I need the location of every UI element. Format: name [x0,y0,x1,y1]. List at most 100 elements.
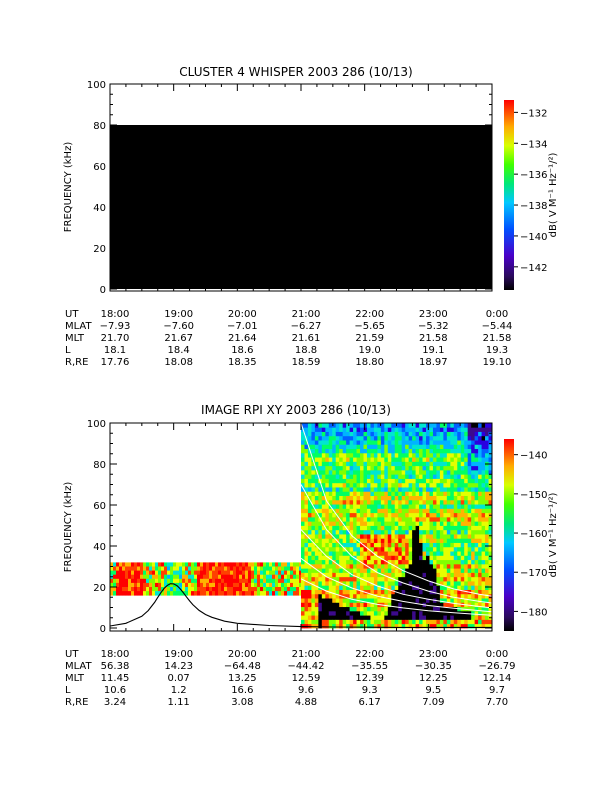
spectrogram-cell [353,525,357,531]
spectrogram-cell [426,538,430,543]
spectrogram-cell [387,529,392,535]
spectrogram-cell [446,623,451,629]
spectrogram-cell [394,623,399,629]
spectrogram-cell [332,465,337,471]
spectrogram-cell [422,606,427,612]
spectrogram-cell [366,576,371,582]
spectrogram-cell [257,591,261,596]
spectrogram-cell [398,474,403,479]
spectrogram-cell [110,591,114,596]
spectrogram-cell [443,615,448,620]
spectrogram-cell [325,619,330,625]
spectrogram-cell [332,576,337,582]
spectrogram-cell [311,538,316,543]
spectrogram-cell [446,516,451,522]
spectrogram-cell [453,478,458,484]
spectrogram-cell [307,568,312,573]
spectrogram-cell [321,568,326,573]
spectrogram-cell [363,469,368,475]
spectrogram-cell [422,529,427,535]
spectrogram-cell [349,461,354,467]
spectrogram-cell [401,555,406,561]
spectrogram-cell [266,574,270,580]
spectrogram-cell [478,568,482,573]
spectrogram-cell [188,562,192,567]
spectrogram-cell [370,563,375,569]
spectrogram-cell [304,512,309,518]
spectrogram-cell [370,534,375,539]
spectrogram-cell [419,423,423,428]
spectrogram-cell [311,525,316,531]
spectrogram-cell [488,534,492,539]
spectrogram-cell [328,598,333,603]
spectrogram-cell [346,572,351,578]
spectrogram-cell [426,444,430,450]
spectrogram-cell [474,619,479,625]
spectrogram-cell [335,585,340,590]
spectrogram-cell [158,591,162,596]
spectrogram-cell [394,482,399,488]
spectrogram-cell [328,474,333,479]
spectrogram-cell [353,534,357,539]
spectrogram-cell [239,562,243,567]
spectrogram-cell [436,576,441,582]
spectrogram-cell [443,529,448,535]
spectrogram-cell [318,623,323,629]
spectrogram-cell [429,448,434,454]
spectrogram-cell [335,495,340,501]
spectrogram-cell [263,582,267,588]
spectrogram-cell [185,591,189,596]
spectrogram-cell [457,593,462,599]
spectrogram-cell [478,559,482,565]
spectrogram-cell [224,570,228,576]
spectrogram-cell [370,499,375,505]
spectrogram-cell [377,444,382,450]
spectrogram-cell [254,587,258,592]
spectrogram-cell [321,542,326,548]
spectrogram-cell [349,551,354,556]
spectrogram-cell [272,574,276,580]
spectrogram-cell [227,574,231,580]
spectrogram-cell [301,546,305,552]
spectrogram-cell [373,572,378,578]
spectrogram-cell [485,581,489,586]
spectrogram-cell [353,546,357,552]
spectrogram-cell [318,534,323,539]
ephemeris-row-label: UT [65,309,79,320]
spectrogram-cell [485,615,489,620]
spectrogram-cell [203,566,207,571]
spectrogram-cell [377,538,382,543]
spectrogram-cell [387,568,392,573]
spectrogram-cell [335,521,340,526]
spectrogram-cell [471,615,476,620]
spectrogram-cell [481,457,486,462]
spectrogram-cell [394,516,399,522]
spectrogram-cell [339,602,344,608]
spectrogram-cell [356,581,361,586]
spectrogram-cell [446,525,451,531]
spectrogram-cell [332,568,337,573]
ephemeris-value: −6.27 [291,321,322,332]
spectrogram-cell [439,589,444,595]
panel1-colorbar-ticks: −132−134−136−138−140−142 [514,108,547,274]
spectrogram-cell [360,474,364,479]
spectrogram-cell [167,562,171,567]
spectrogram-cell [471,431,476,437]
spectrogram-cell [342,568,347,573]
spectrogram-cell [478,606,482,612]
spectrogram-cell [161,562,165,567]
spectrogram-cell [401,602,406,608]
spectrogram-cell [349,452,354,458]
spectrogram-cell [332,440,337,445]
spectrogram-cell [301,589,305,595]
spectrogram-cell [419,444,423,450]
spectrogram-cell [443,581,448,586]
spectrogram-cell [415,521,420,526]
spectrogram-cell [380,478,385,484]
spectrogram-cell [301,542,305,548]
spectrogram-cell [478,508,482,514]
spectrogram-cell [443,504,448,509]
spectrogram-cell [356,474,361,479]
spectrogram-cell [412,465,416,471]
spectrogram-cell [478,435,482,441]
